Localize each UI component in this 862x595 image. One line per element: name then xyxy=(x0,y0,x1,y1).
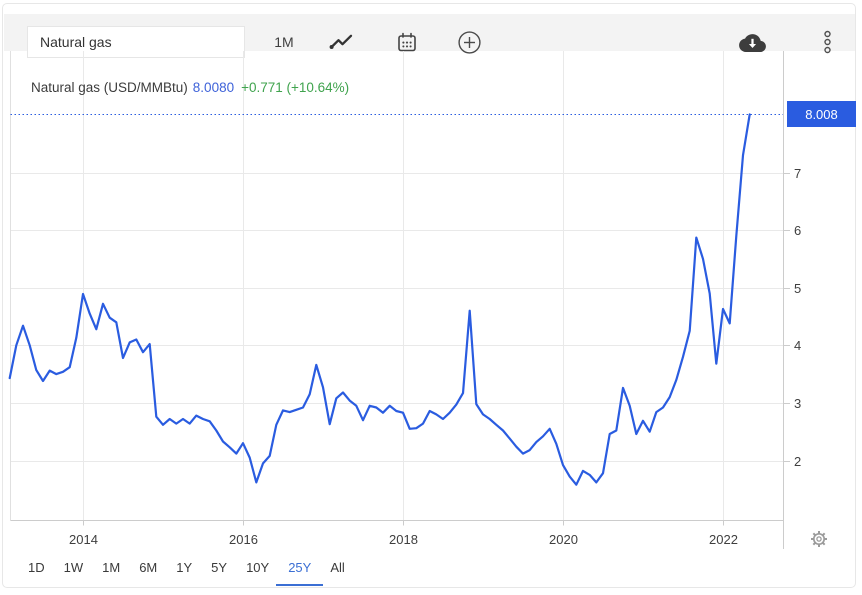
range-button-10y[interactable]: 10Y xyxy=(246,560,270,575)
range-selector: 1D 1W 1M 6M 1Y 5Y 10Y 25Y All xyxy=(27,559,346,586)
toolbar: 1M xyxy=(4,14,855,58)
add-series-button[interactable] xyxy=(450,26,488,58)
settings-button[interactable] xyxy=(808,528,830,550)
range-button-1w[interactable]: 1W xyxy=(63,560,84,575)
y-axis-label: 2 xyxy=(794,454,801,469)
range-button-1y[interactable]: 1Y xyxy=(176,560,193,575)
interval-button[interactable]: 1M xyxy=(274,34,294,50)
x-axis-label: 2020 xyxy=(549,532,578,547)
current-price-tag: 8.008 xyxy=(787,101,856,127)
more-menu-button[interactable] xyxy=(810,26,844,58)
y-axis-label: 3 xyxy=(794,396,801,411)
line-chart-icon xyxy=(329,34,352,49)
range-button-6m[interactable]: 6M xyxy=(139,560,158,575)
chart-change: +0.771 (+10.64%) xyxy=(241,80,350,95)
range-button-25y[interactable]: 25Y xyxy=(276,560,324,586)
x-axis-label: 2016 xyxy=(229,532,258,547)
range-button-5y[interactable]: 5Y xyxy=(211,560,228,575)
chart-widget-card: 1M xyxy=(2,3,856,588)
gear-icon xyxy=(811,531,827,547)
add-circle-icon xyxy=(457,30,481,54)
price-line-series xyxy=(8,113,751,486)
more-vertical-icon xyxy=(823,30,831,54)
price-chart[interactable]: 2 3 4 5 6 7 2014 2016 2018 2020 2022 xyxy=(3,4,857,589)
range-button-all[interactable]: All xyxy=(330,560,345,575)
search-input[interactable] xyxy=(27,26,245,58)
chart-title: Natural gas (USD/MMBtu) xyxy=(31,80,188,95)
range-button-1m[interactable]: 1M xyxy=(102,560,121,575)
calendar-button[interactable] xyxy=(388,26,426,58)
x-axis-label: 2014 xyxy=(69,532,98,547)
chart-header: Natural gas (USD/MMBtu) 8.0080 +0.771 (+10… xyxy=(31,80,349,95)
range-button-1d[interactable]: 1D xyxy=(28,560,45,575)
y-axis-label: 5 xyxy=(794,281,801,296)
chart-last-price: 8.0080 xyxy=(192,80,235,95)
calendar-icon xyxy=(398,32,416,51)
chart-type-button[interactable] xyxy=(322,26,360,58)
y-axis-label: 7 xyxy=(794,166,801,181)
download-cloud-icon xyxy=(738,33,766,52)
x-axis-label: 2018 xyxy=(389,532,418,547)
x-axis-label: 2022 xyxy=(709,532,738,547)
download-button[interactable] xyxy=(732,26,772,58)
y-axis-label: 6 xyxy=(794,223,801,238)
y-axis-label: 4 xyxy=(794,338,801,353)
